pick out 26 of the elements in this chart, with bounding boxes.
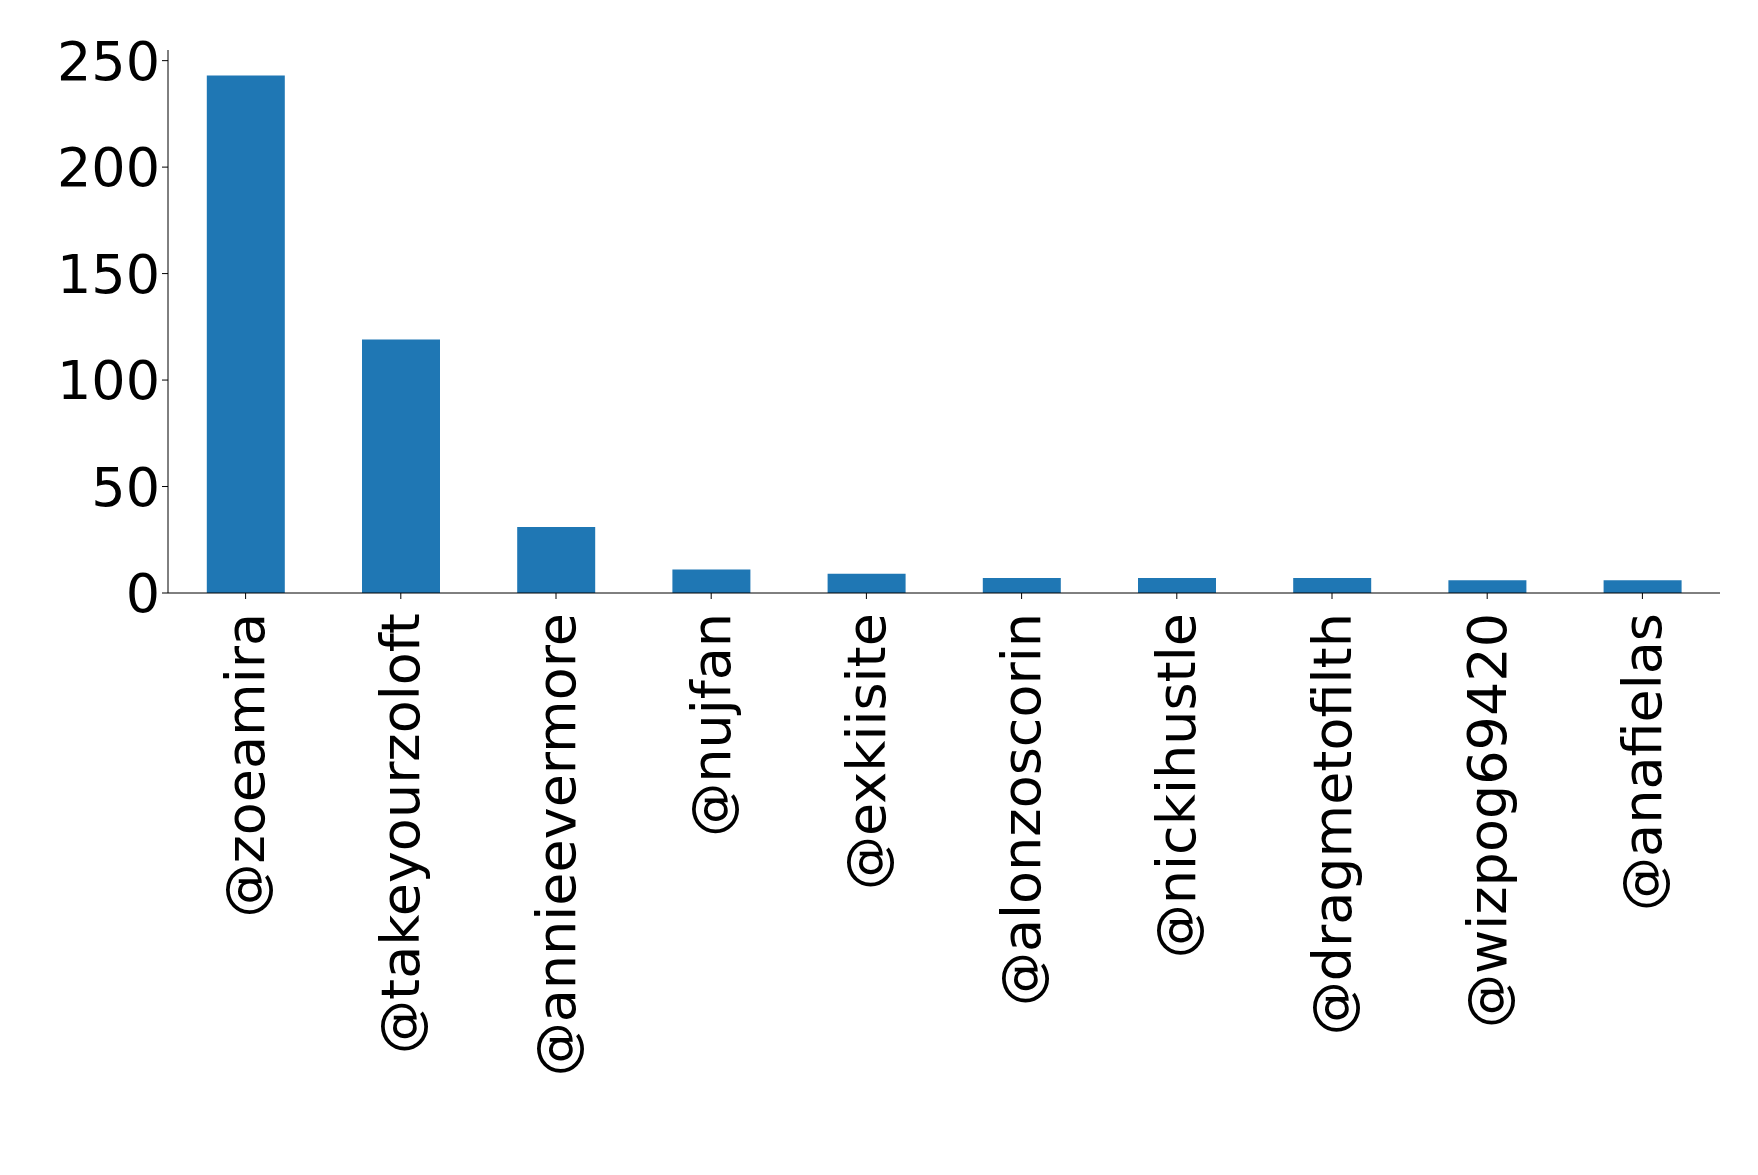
y-tick-label: 150: [56, 242, 160, 306]
x-tick-label: @anafielas: [1610, 613, 1674, 911]
bar: [672, 569, 751, 593]
bar: [827, 573, 906, 593]
bar: [1293, 578, 1372, 593]
bar: [517, 526, 596, 593]
y-tick-label: 50: [91, 455, 160, 519]
bar: [1603, 580, 1682, 593]
x-tick-label: @exkiisite: [834, 613, 898, 891]
y-tick-label: 0: [125, 562, 160, 626]
x-tick-label: @alonzoscorin: [990, 613, 1054, 1007]
y-tick-label: 100: [56, 349, 160, 413]
y-tick-label: 250: [56, 29, 160, 93]
x-tick-label: @wizpog69420: [1455, 613, 1519, 1028]
x-tick-label: @zoeamira: [214, 613, 278, 918]
bar: [206, 75, 285, 593]
bar: [1448, 580, 1527, 593]
y-tick-label: 200: [56, 136, 160, 200]
bar: [1138, 578, 1216, 593]
x-tick-label: @annieevermore: [524, 613, 588, 1077]
bar: [982, 578, 1061, 593]
x-tick-label: @nickihustle: [1145, 613, 1209, 959]
bar: [362, 339, 440, 593]
x-tick-label: @takeyourzoloft: [369, 613, 433, 1054]
x-tick-label: @nujfan: [679, 613, 743, 837]
x-tick-label: @dragmetofilth: [1300, 613, 1364, 1036]
